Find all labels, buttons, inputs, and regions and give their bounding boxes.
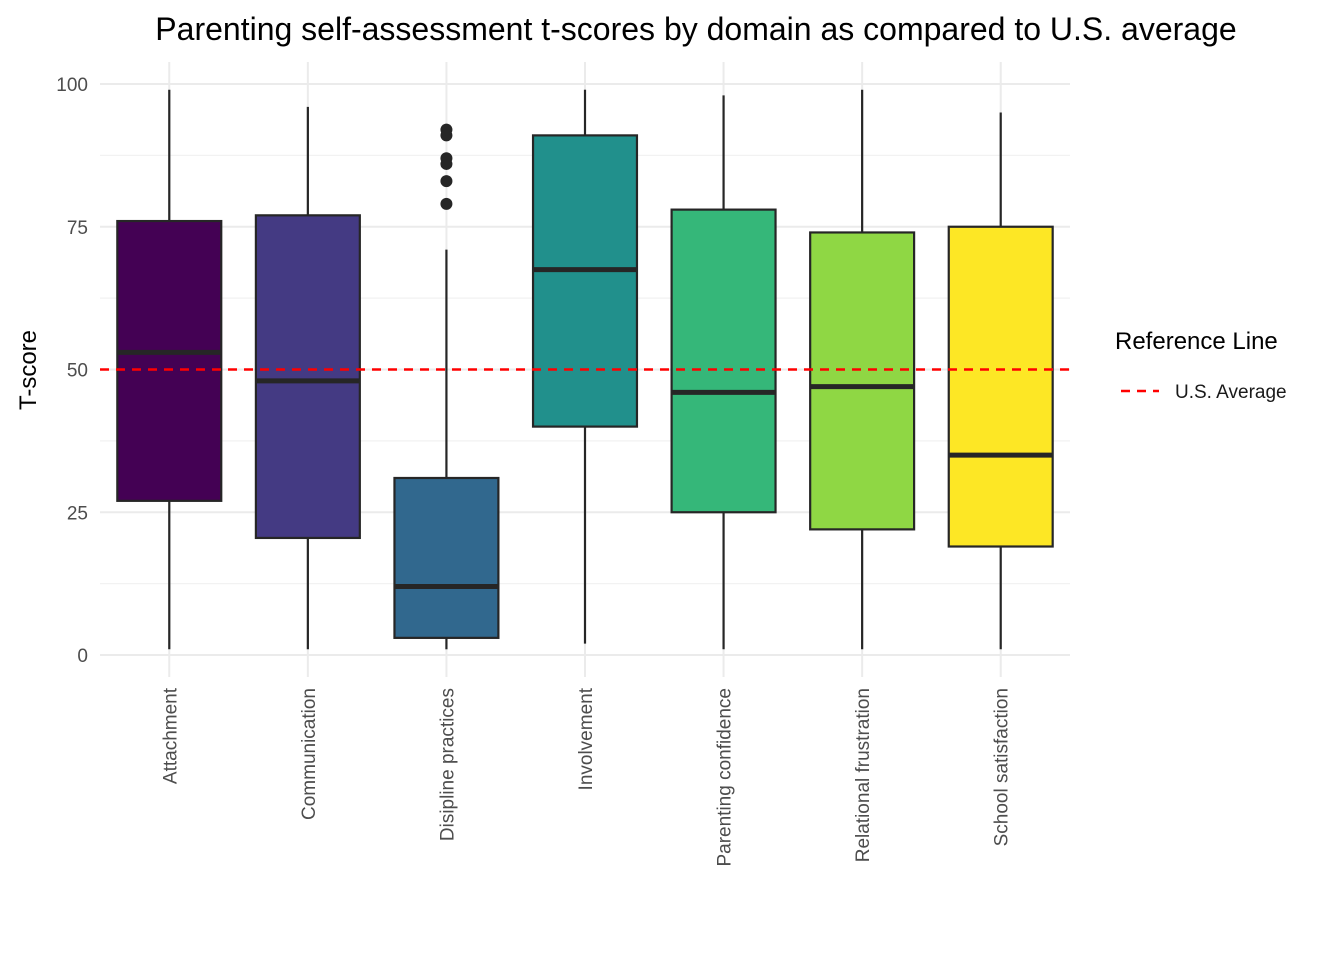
box-communication [254, 106, 361, 650]
y-tick-label: 50 [67, 361, 88, 382]
box-disipline-practices [393, 123, 500, 650]
x-tick-label: Disipline practices [437, 688, 458, 841]
outlier-point [440, 123, 453, 136]
box-parenting-confidence [670, 95, 777, 650]
box-attachment [116, 89, 223, 650]
box-body [670, 208, 777, 514]
box-body [116, 219, 223, 502]
legend-title: Reference Line [1115, 328, 1278, 355]
x-tick-label: School satisfaction [992, 688, 1013, 846]
y-tick-label: 100 [56, 75, 88, 96]
y-tick-label: 25 [67, 503, 88, 524]
box-school-satisfaction [947, 112, 1054, 650]
legend-label-us-average: U.S. Average [1175, 382, 1287, 403]
x-tick-label: Communication [299, 688, 320, 820]
y-axis-title: T-score [15, 330, 42, 410]
box-body [531, 134, 639, 428]
x-tick-label: Parenting confidence [715, 688, 736, 867]
boxes [116, 89, 1054, 650]
outlier-point [440, 175, 453, 188]
x-tick-label: Relational frustration [853, 688, 874, 862]
box-body [947, 225, 1054, 548]
box-body [254, 214, 361, 540]
axes: 0 25 50 75 100 Attachment Communication Disipli… [56, 75, 1012, 867]
y-tick-label: 0 [77, 646, 88, 667]
chart-title: Parenting self-assessment t-scores by do… [155, 11, 1236, 47]
outlier-point [440, 152, 453, 165]
x-tick-label: Involvement [576, 687, 597, 790]
box-relational-frustration [809, 89, 916, 650]
box-body [809, 231, 916, 531]
box-body [393, 476, 500, 639]
x-tick-label: Attachment [160, 687, 181, 784]
legend: Reference Line U.S. Average [1115, 328, 1287, 403]
box-involvement [531, 89, 639, 644]
y-tick-label: 75 [67, 218, 88, 239]
outlier-point [440, 197, 453, 210]
